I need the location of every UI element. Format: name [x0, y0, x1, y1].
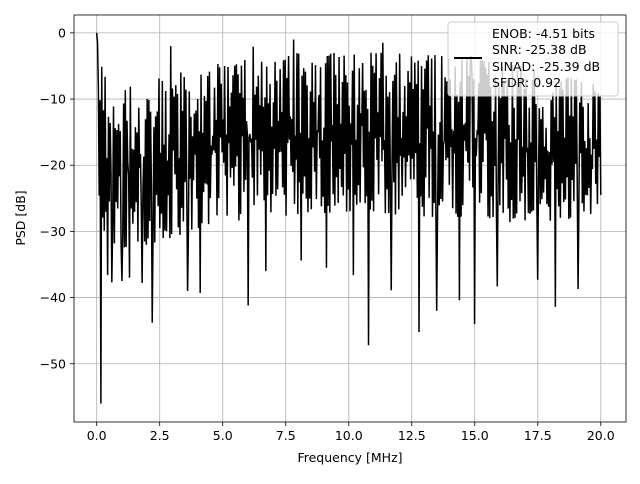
legend-entry-snr: SNR: -25.38 dB: [492, 42, 587, 57]
legend-entry-sfdr: SFDR: 0.92: [492, 75, 561, 90]
legend: ENOB: -4.51 bits SNR: -25.38 dB SINAD: -…: [447, 21, 619, 97]
x-tick-label: 15.0: [461, 428, 489, 443]
y-tick-label: −40: [40, 290, 66, 305]
y-tick-label: −10: [40, 92, 66, 107]
y-tick-label: −50: [40, 356, 66, 371]
x-tick-label: 12.5: [398, 428, 426, 443]
x-tick-label: 2.5: [150, 428, 170, 443]
legend-entry-sinad: SINAD: -25.39 dB: [492, 59, 600, 74]
y-tick-label: −20: [40, 158, 66, 173]
x-axis-ticks: 0.0 2.5 5.0 7.5 10.0 12.5 15.0 17.5 20.0: [87, 422, 615, 443]
series-layer: [95, 32, 602, 404]
y-axis-ticks: 0 −10 −20 −30 −40 −50: [40, 25, 74, 371]
x-tick-label: 0.0: [87, 428, 107, 443]
y-tick-label: −30: [40, 224, 66, 239]
y-tick-label: 0: [58, 25, 66, 40]
x-tick-label: 20.0: [587, 428, 615, 443]
y-axis-label: PSD [dB]: [13, 190, 28, 245]
psd-series-line: [95, 32, 602, 404]
x-tick-label: 5.0: [213, 428, 233, 443]
x-tick-label: 10.0: [335, 428, 363, 443]
legend-box: [447, 21, 619, 97]
legend-entry-enob: ENOB: -4.51 bits: [492, 26, 595, 41]
plot-frame: [73, 14, 627, 423]
x-tick-label: 7.5: [276, 428, 296, 443]
x-axis-label: Frequency [MHz]: [297, 450, 402, 465]
x-tick-label: 17.5: [524, 428, 552, 443]
